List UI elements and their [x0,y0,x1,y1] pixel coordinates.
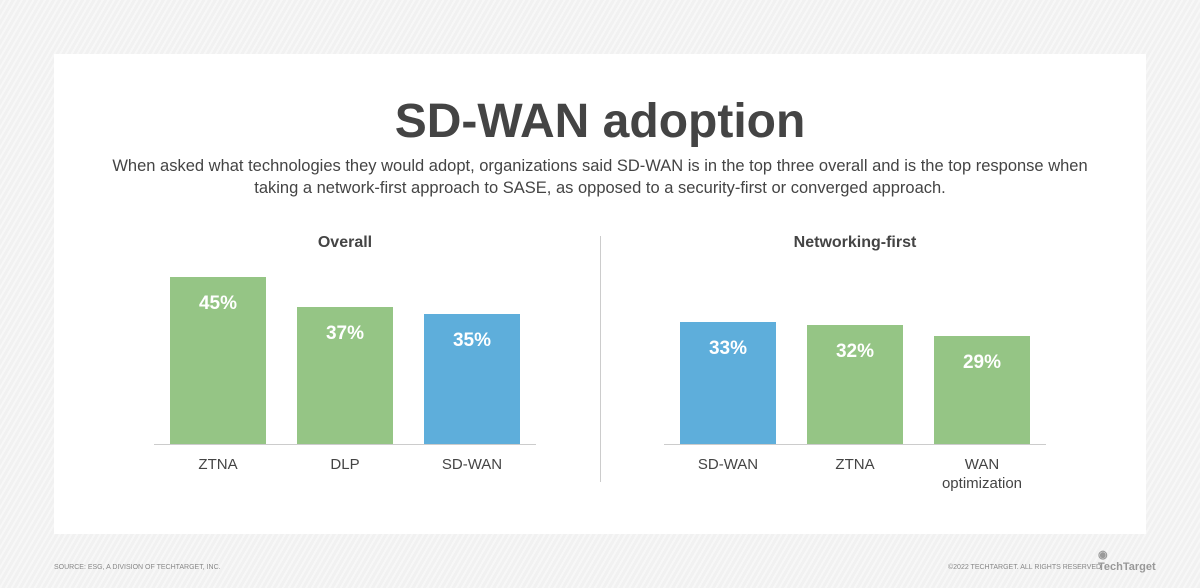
bar [170,277,266,444]
page-title: SD-WAN adoption [394,95,806,148]
bar [424,314,520,444]
category-label: SD-WAN [441,456,503,473]
bar [680,321,776,444]
category-label: WAN optimization [941,456,1023,492]
data-label: 33% [708,337,748,359]
techtarget-logo: ◉ TechTarget [1098,549,1156,573]
data-label: 29% [962,352,1002,374]
subtitle: When asked what technologies they would … [112,157,1088,197]
baseline [154,444,536,445]
copyright: ©2022 TechTarget. All rights reserved [948,564,1102,571]
data-label: 35% [452,330,492,352]
bar [934,336,1030,444]
category-label: ZTNA [835,456,875,473]
source-note: Source: ESG, a division of TechTarget, I… [54,564,221,571]
data-label: 32% [835,341,875,363]
category-label: DLP [330,456,360,473]
data-label: 37% [325,322,365,344]
divider [600,236,601,482]
data-label: 45% [198,293,238,315]
bar [297,306,393,444]
chart-title: Networking-first [793,234,917,251]
category-label: ZTNA [198,456,238,473]
baseline [664,444,1046,445]
chart-title: Overall [317,234,373,251]
bar [807,325,903,444]
category-label: SD-WAN [697,456,759,473]
